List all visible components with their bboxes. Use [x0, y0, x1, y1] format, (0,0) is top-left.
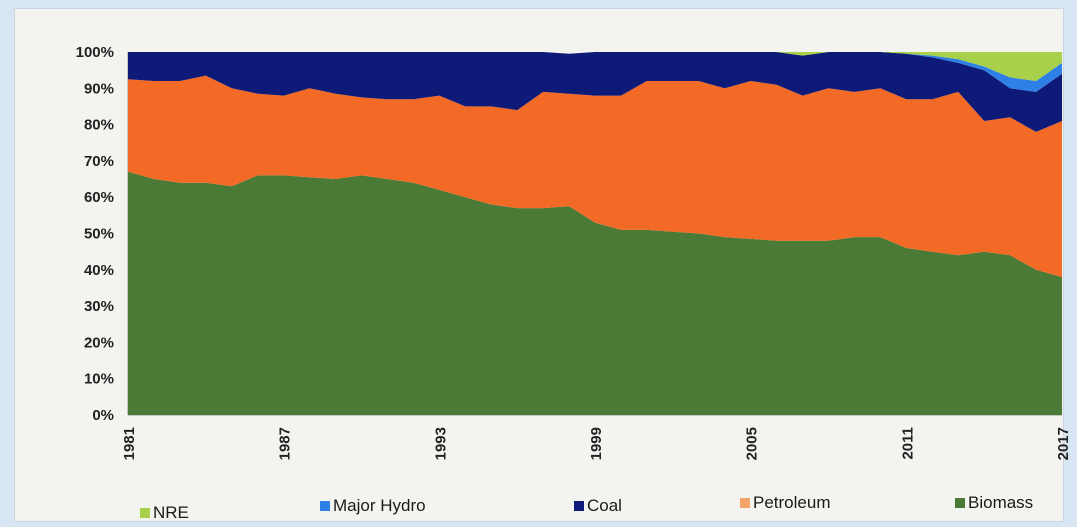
- legend-label-petroleum: Petroleum: [753, 493, 830, 512]
- legend-swatch-major-hydro: [320, 501, 330, 511]
- area-biomass: [128, 171, 1062, 415]
- area-petroleum: [128, 75, 1062, 278]
- y-tick-label: 90%: [84, 80, 114, 97]
- legend-item-petroleum: Petroleum: [740, 493, 830, 512]
- legend-item-nre: NRE: [140, 503, 189, 522]
- y-tick-label: 30%: [84, 298, 114, 315]
- y-tick-label: 40%: [84, 262, 114, 279]
- legend-swatch-petroleum: [740, 498, 750, 508]
- area-nre: [128, 52, 1062, 81]
- x-tick-label: 2005: [744, 427, 761, 460]
- legend-item-major-hydro: Major Hydro: [320, 496, 426, 515]
- x-tick-label: 1987: [277, 427, 294, 460]
- legend-item-biomass: Biomass: [955, 493, 1033, 512]
- y-tick-label: 50%: [84, 226, 114, 243]
- y-tick-label: 20%: [84, 334, 114, 351]
- legend-swatch-coal: [574, 501, 584, 511]
- y-tick-label: 0%: [92, 407, 114, 424]
- x-tick-label: 2011: [899, 427, 916, 460]
- area-series-group: [128, 52, 1062, 415]
- y-tick-label: 80%: [84, 117, 114, 134]
- x-tick-label: 1999: [588, 427, 605, 460]
- y-tick-label: 10%: [84, 371, 114, 388]
- y-tick-label: 60%: [84, 189, 114, 206]
- legend-label-biomass: Biomass: [968, 493, 1033, 512]
- x-tick-label: 1981: [121, 427, 138, 460]
- y-tick-label: 70%: [84, 153, 114, 170]
- y-tick-label: 100%: [76, 44, 114, 61]
- legend-swatch-biomass: [955, 498, 965, 508]
- legend-swatch-nre: [140, 508, 150, 518]
- legend-item-coal: Coal: [574, 496, 622, 515]
- x-tick-label: 1993: [432, 427, 449, 460]
- area-coal: [128, 52, 1062, 132]
- legend-label-nre: NRE: [153, 503, 189, 522]
- legend-label-major-hydro: Major Hydro: [333, 496, 426, 515]
- x-tick-label: 2017: [1055, 427, 1072, 460]
- legend-label-coal: Coal: [587, 496, 622, 515]
